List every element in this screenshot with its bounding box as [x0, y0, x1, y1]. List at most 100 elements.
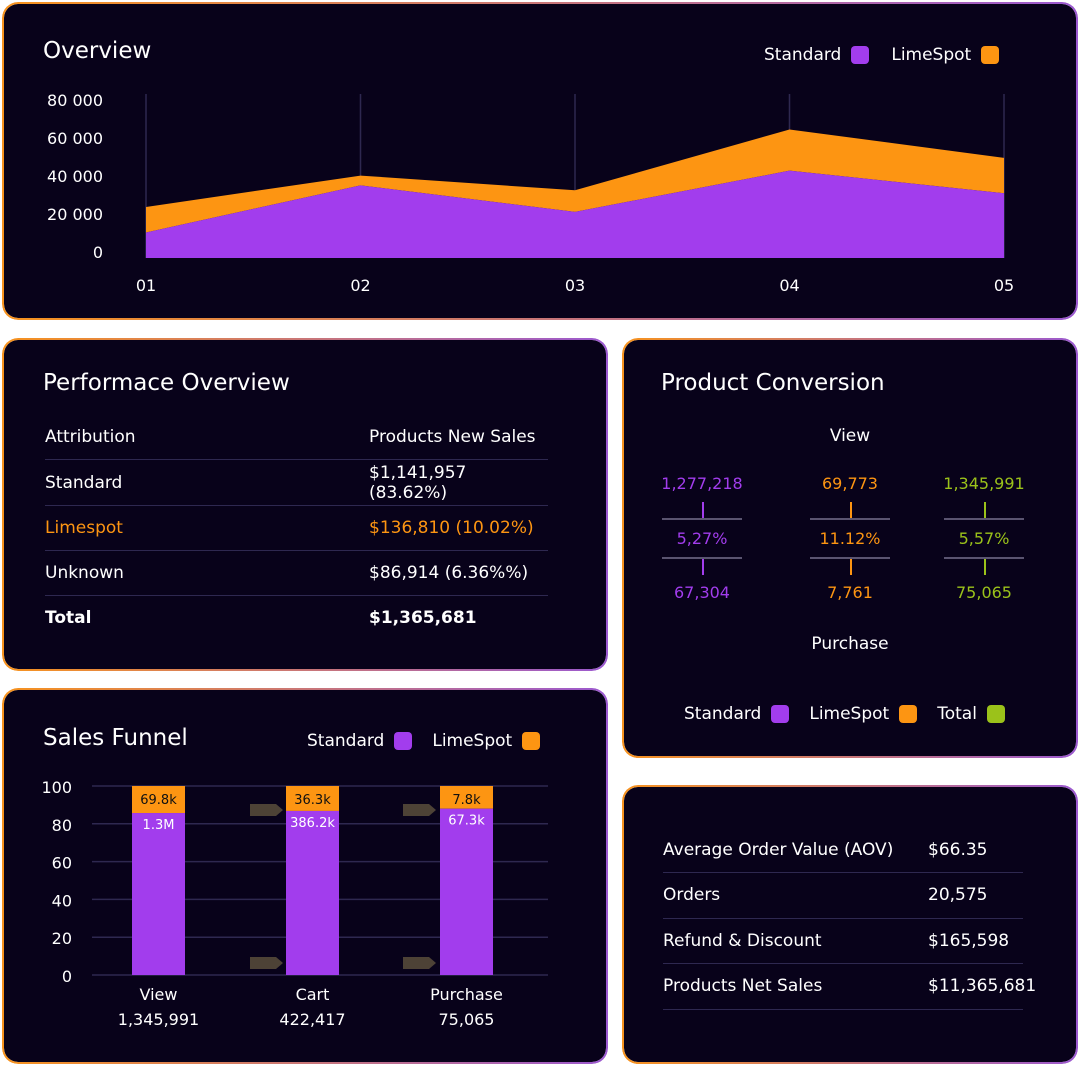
attribution-cell: Standard: [45, 472, 123, 493]
y-tick-label: 20: [52, 929, 72, 948]
y-tick-label: 60 000: [47, 129, 103, 148]
sales-cell: $86,914 (6.36%%): [369, 562, 529, 583]
limespot-bar: [440, 786, 493, 809]
performance-title: Performace Overview: [43, 370, 290, 396]
overview-chart: 01 02 03 04 05 80 000 60 000 40 000 20 000 0: [47, 91, 1014, 295]
view-value: 1,345,991: [943, 474, 1025, 493]
limespot-bar: [286, 786, 339, 811]
kpi-label: Products Net Sales: [663, 976, 823, 996]
kpi-label: Refund & Discount: [663, 930, 822, 951]
kpi-value: $165,598: [928, 930, 1010, 951]
legend-limespot: LimeSpot: [891, 45, 972, 65]
limespot-bar-label: 36.3k: [294, 793, 331, 808]
standard-swatch: [851, 46, 870, 64]
legend-standard: Standard: [684, 704, 762, 724]
y-tick-label: 100: [41, 778, 72, 797]
x-tick-label: 04: [779, 276, 799, 295]
category-total: 422,417: [279, 1010, 345, 1029]
connector: [984, 559, 986, 575]
standard-bar-label: 1.3M: [143, 818, 175, 833]
y-tick-label: 0: [62, 967, 72, 986]
legend-limespot: LimeSpot: [809, 704, 890, 724]
purchase-value: 7,761: [827, 583, 873, 602]
x-tick-label: 01: [136, 276, 156, 295]
kpi-value: $66.35: [928, 839, 988, 860]
table-header: Attribution Products New Sales: [45, 414, 548, 460]
category-label: View: [140, 985, 178, 1004]
table-row: Unknown $86,914 (6.36%%): [45, 550, 548, 596]
legend-total: Total: [937, 704, 977, 724]
y-tick-label: 80: [52, 816, 72, 835]
x-tick-label: 02: [350, 276, 370, 295]
table-row: Limespot $136,810 (10.02%): [45, 505, 548, 551]
attribution-cell: Total: [45, 608, 92, 628]
kpi-row: Average Order Value (AOV) $66.35: [663, 827, 1023, 873]
standard-bar: [132, 813, 185, 975]
sales-cell: $1,365,681: [369, 608, 477, 628]
standard-bar: [440, 808, 493, 975]
attribution-cell: Limespot: [45, 517, 123, 538]
category-total: 75,065: [439, 1010, 495, 1029]
conversion-view-label: View: [829, 426, 871, 446]
divider: [944, 518, 1024, 520]
divider: [944, 557, 1024, 559]
conversion-title: Product Conversion: [661, 370, 885, 396]
standard-bar: [286, 810, 339, 975]
limespot-swatch: [899, 705, 918, 723]
sales-cell: $136,810 (10.02%): [369, 517, 534, 538]
arrow-icon: [403, 957, 436, 969]
standard-swatch: [394, 732, 413, 750]
overview-title: Overview: [43, 38, 152, 64]
category-total: 1,345,991: [118, 1010, 199, 1029]
standard-swatch: [771, 705, 790, 723]
connector: [702, 502, 704, 518]
standard-bar-label: 386.2k: [290, 816, 335, 831]
legend-standard: Standard: [307, 731, 385, 751]
divider: [810, 518, 890, 520]
x-tick-label: 05: [994, 276, 1014, 295]
rate-value: 5,27%: [676, 529, 728, 548]
y-tick-label: 60: [52, 854, 72, 873]
limespot-bar-label: 7.8k: [452, 793, 481, 808]
x-tick-label: 03: [565, 276, 585, 295]
y-tick-label: 20 000: [47, 205, 103, 224]
legend-limespot: LimeSpot: [432, 731, 513, 751]
conversion-card: [622, 338, 1078, 758]
sales-cell: $1,141,957 (83.62%): [369, 462, 467, 503]
rate-value: 5,57%: [958, 529, 1010, 548]
kpi-label: Average Order Value (AOV): [663, 839, 894, 860]
header-sales: Products New Sales: [369, 426, 536, 447]
funnel-legend: Standard LimeSpot: [307, 731, 541, 751]
y-tick-label: 40: [52, 891, 72, 910]
funnel-chart: 100 80 60 40 20 0 69.8k 1.3M View 1,345,991 36.3k 3…: [41, 778, 548, 1029]
table-row: Total $1,365,681: [45, 595, 548, 641]
arrow-icon: [403, 804, 436, 816]
view-value: 69,773: [822, 474, 878, 493]
conversion-legend: Standard LimeSpot Total: [684, 704, 1005, 724]
limespot-bar: [132, 786, 185, 814]
table-row: Standard $1,141,957 (83.62%): [45, 460, 548, 506]
y-tick-label: 0: [93, 243, 103, 262]
connector: [984, 502, 986, 518]
rate-value: 11.12%: [819, 529, 881, 548]
standard-area: [146, 170, 1004, 258]
attribution-cell: Unknown: [45, 562, 124, 583]
arrow-icon: [250, 957, 283, 969]
limespot-area: [146, 129, 1004, 233]
standard-bar-label: 67.3k: [448, 814, 485, 829]
kpi-card: [622, 785, 1078, 1064]
overview-legend: Standard LimeSpot: [764, 45, 1000, 65]
kpi-label: Orders: [663, 885, 721, 905]
arrow-icon: [250, 804, 283, 816]
divider: [662, 557, 742, 559]
limespot-swatch: [981, 46, 1000, 64]
category-label: Cart: [296, 985, 330, 1004]
connector: [850, 502, 852, 518]
kpi-value: 20,575: [928, 885, 988, 905]
kpi-row: Refund & Discount $165,598: [663, 918, 1023, 964]
conversion-purchase-label: Purchase: [811, 634, 889, 654]
header-attribution: Attribution: [45, 426, 136, 447]
total-swatch: [986, 705, 1005, 723]
limespot-bar-label: 69.8k: [140, 793, 177, 808]
connector: [702, 559, 704, 575]
